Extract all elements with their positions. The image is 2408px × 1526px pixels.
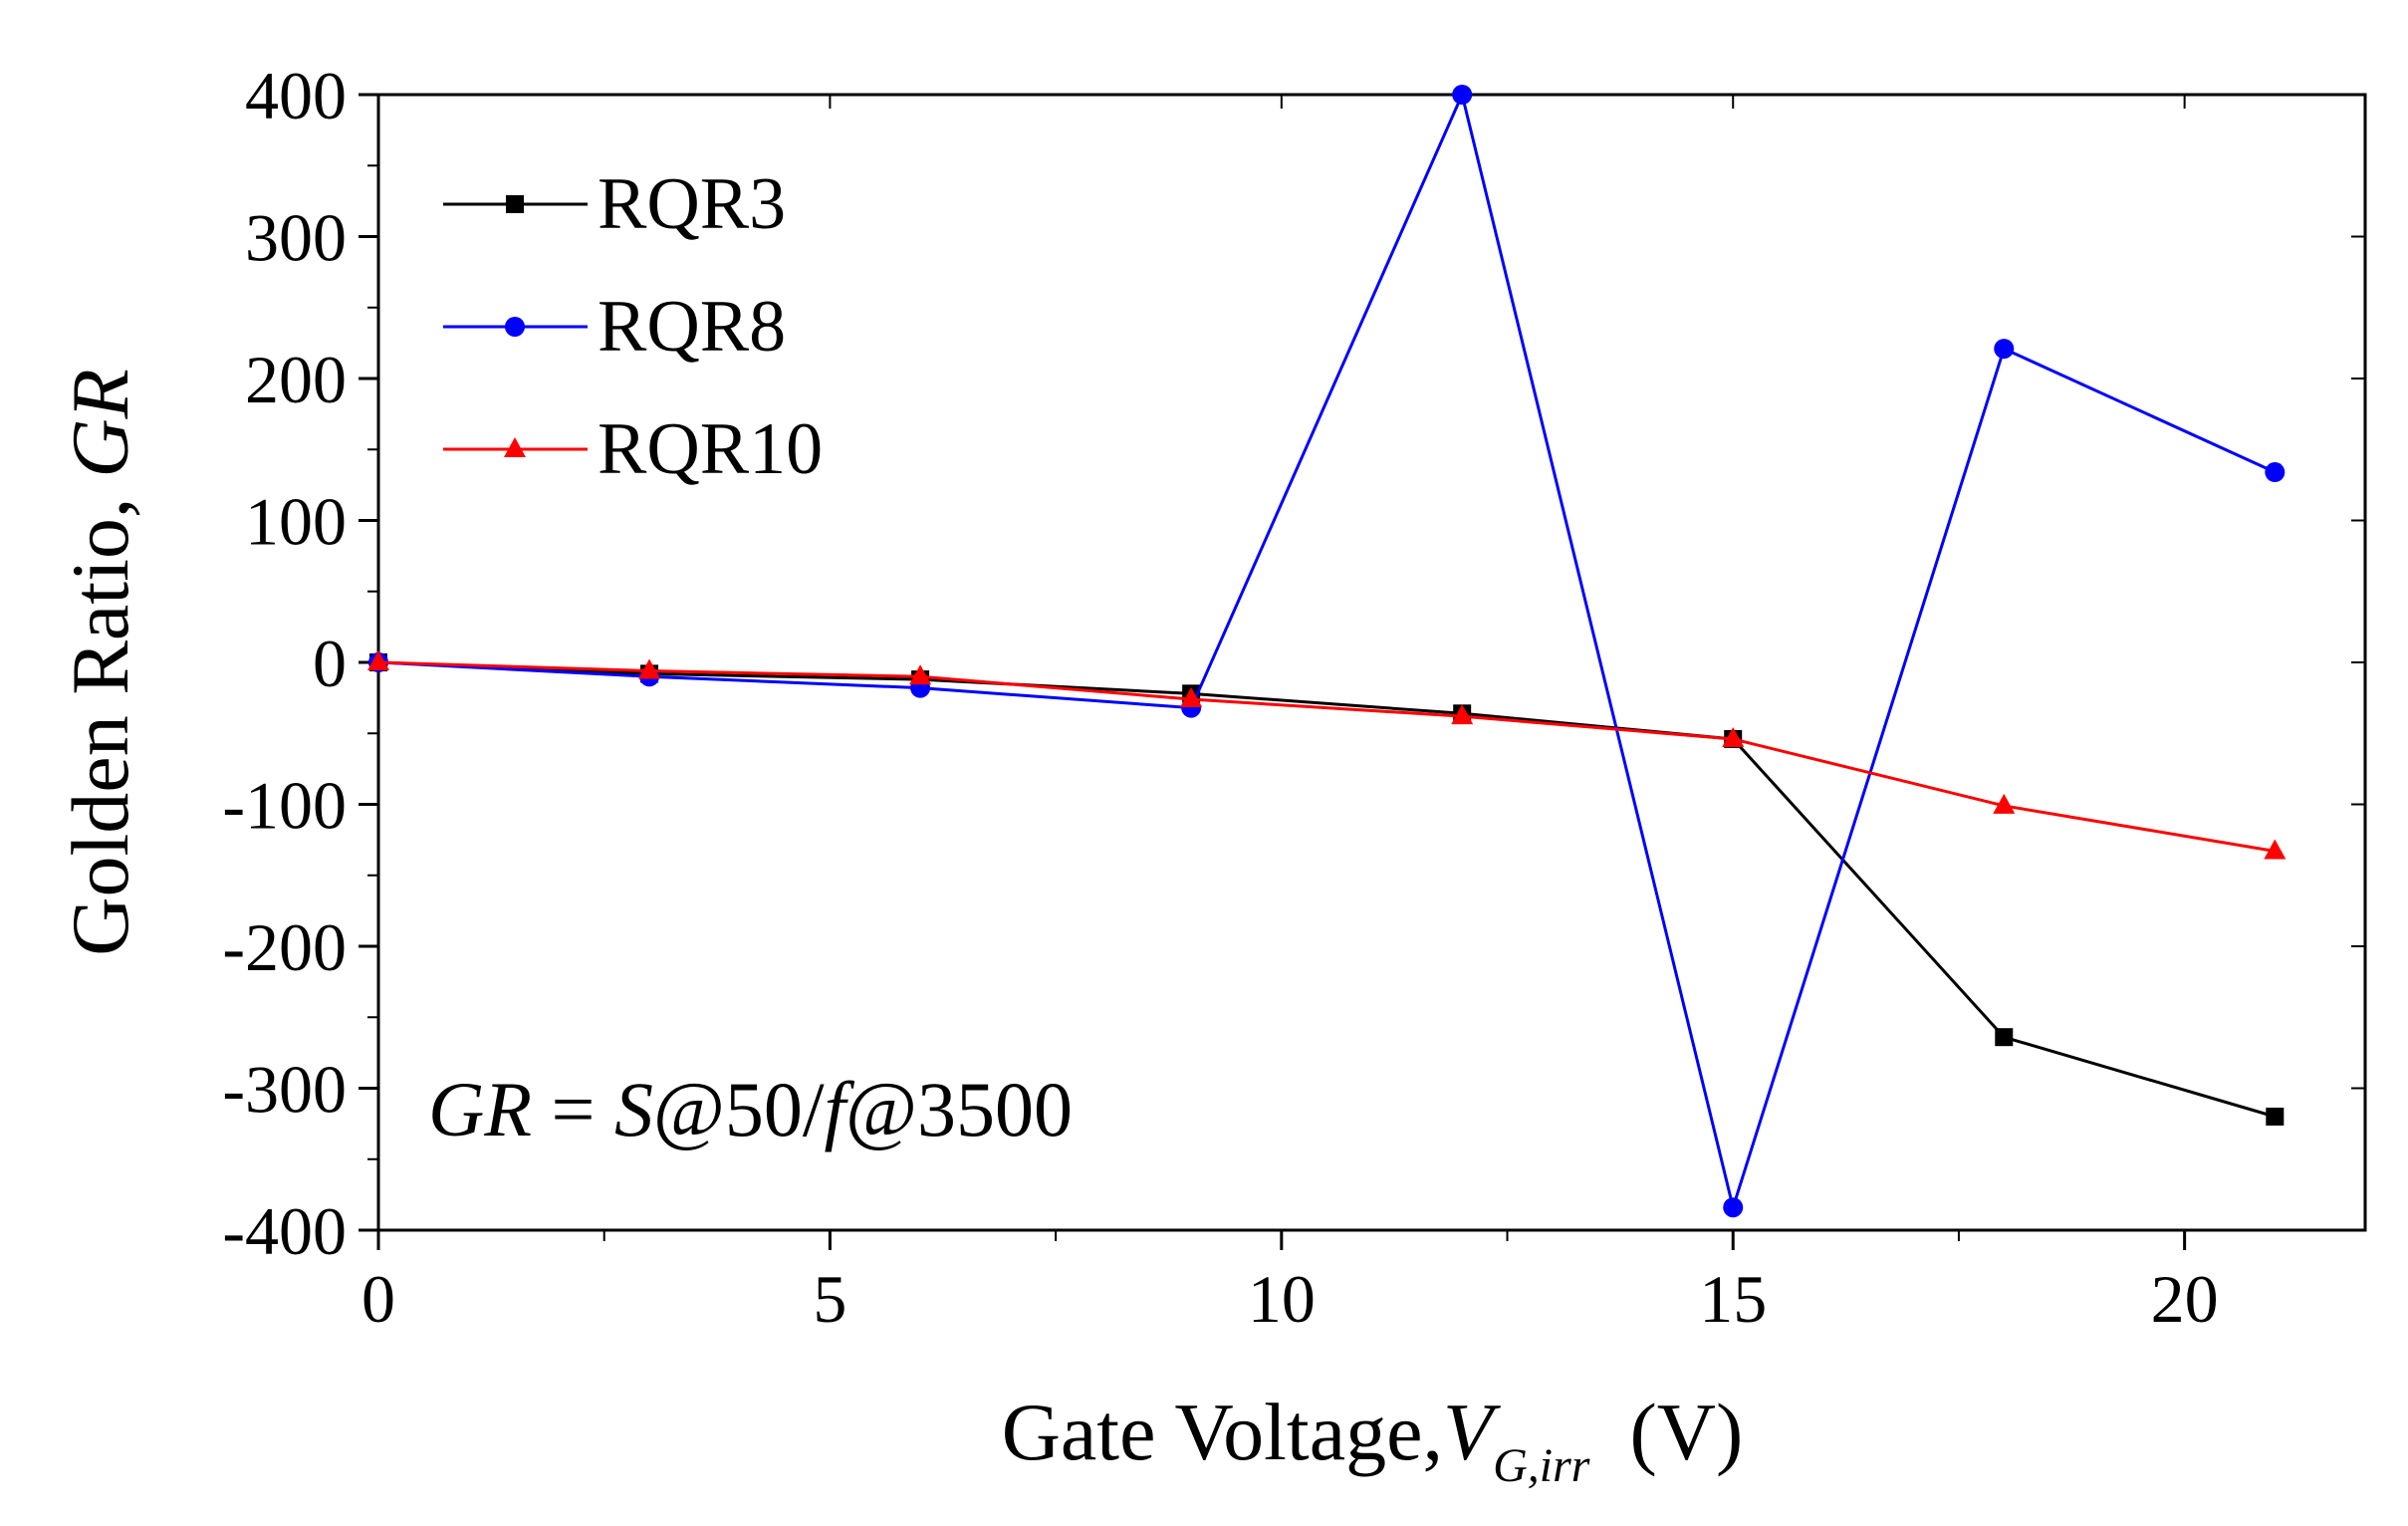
x-tick-label: 15	[1699, 1261, 1767, 1337]
x-axis-title-text: Gate Voltage,	[1002, 1387, 1443, 1477]
x-tick-label: 20	[2151, 1261, 2219, 1337]
x-tick-label: 5	[813, 1261, 846, 1337]
legend-label-rqr3: RQR3	[598, 163, 786, 245]
legend-item-rqr3: RQR3	[443, 163, 786, 245]
data-point-rqr10	[1180, 687, 1203, 708]
formula-mid: @50/	[653, 1066, 825, 1152]
series-rqr3	[369, 653, 2285, 1126]
data-point-rqr10	[1451, 704, 1474, 725]
data-point-rqr3	[2266, 1108, 2285, 1126]
data-point-rqr8	[1994, 339, 2015, 360]
data-point-rqr10	[2264, 839, 2287, 860]
data-point-rqr10	[638, 658, 661, 679]
formula-eq: =	[532, 1066, 614, 1152]
y-axis-title: Golden Ratio, GR	[55, 369, 145, 955]
legend-marker-rqr8	[505, 317, 525, 337]
formula-lhs: GR	[428, 1066, 532, 1152]
y-tick-label: 400	[245, 58, 347, 133]
series-line-rqr10	[377, 660, 2276, 854]
data-point-rqr10	[1722, 726, 1745, 747]
plot-frame	[376, 93, 2367, 1232]
legend-item-rqr8: RQR8	[443, 286, 786, 368]
x-axis-sub: G,irr	[1493, 1439, 1590, 1492]
series-rqr10	[367, 650, 2287, 860]
x-axis-var: V	[1443, 1387, 1501, 1477]
data-point-rqr10	[909, 664, 932, 685]
data-point-rqr8	[2265, 462, 2286, 483]
legend-item-rqr10: RQR10	[443, 408, 823, 490]
series-line-rqr3	[377, 660, 2276, 1119]
y-tick-label: 0	[313, 626, 347, 701]
formula-annotation: GR = S@50/f@3500	[428, 1066, 1073, 1152]
data-point-rqr10	[367, 650, 389, 670]
data-point-rqr8	[1452, 85, 1473, 105]
formula-s: S	[614, 1066, 653, 1152]
y-tick-label: -200	[222, 909, 347, 985]
series-layer	[367, 85, 2287, 1218]
series-rqr8	[368, 85, 2286, 1218]
y-tick-label: -100	[222, 768, 347, 844]
y-tick-label: 300	[245, 200, 347, 276]
x-tick-label: 10	[1248, 1261, 1316, 1337]
formula-rhs: @3500	[845, 1066, 1073, 1152]
legend-marker-rqr3	[506, 195, 524, 213]
legend-marker-rqr10	[504, 437, 526, 457]
x-axis-unit: (V)	[1629, 1387, 1743, 1477]
legend-label-rqr10: RQR10	[598, 408, 823, 490]
y-tick-label: -400	[222, 1193, 347, 1269]
y-tick-label: -300	[222, 1052, 347, 1128]
y-axis-title-text: Golden Ratio,	[55, 498, 145, 956]
y-tick-label: 200	[245, 342, 347, 417]
x-tick-label: 0	[361, 1261, 395, 1337]
series-line-rqr8	[377, 90, 2276, 1213]
data-point-rqr8	[1723, 1197, 1744, 1218]
legend: RQR3 RQR8 RQR10	[443, 163, 823, 490]
y-tick-label: 100	[245, 484, 347, 560]
y-axis-var: GR	[55, 369, 145, 477]
x-axis-title: Gate Voltage,VG,irr (V)	[1002, 1387, 1744, 1492]
data-point-rqr3	[1995, 1028, 2014, 1047]
legend-label-rqr8: RQR8	[598, 286, 786, 368]
data-point-rqr10	[1993, 793, 2016, 814]
